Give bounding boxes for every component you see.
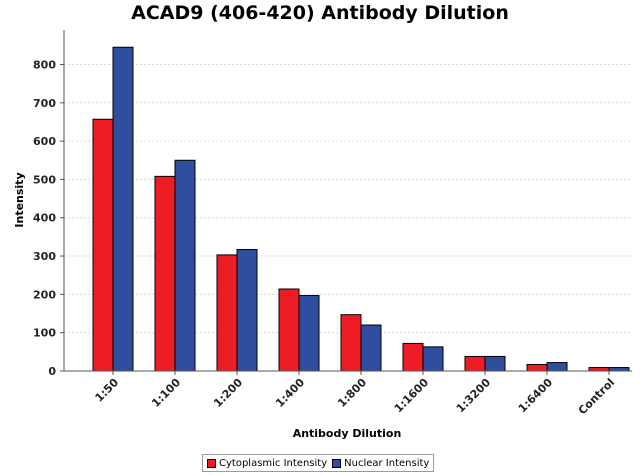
legend-item-nuclear: Nuclear Intensity bbox=[332, 458, 429, 469]
bar-nuclear bbox=[298, 295, 320, 372]
chart-title: ACAD9 (406-420) Antibody Dilution bbox=[131, 2, 509, 24]
y-tick-label: 0 bbox=[48, 365, 56, 378]
legend-swatch-nuclear bbox=[332, 458, 342, 468]
bar-cytoplasmic bbox=[340, 314, 362, 372]
x-tick-label: 1:100 bbox=[149, 376, 183, 410]
bar-nuclear bbox=[112, 46, 134, 372]
y-tick-label: 200 bbox=[33, 288, 56, 301]
bars bbox=[92, 46, 630, 372]
bar-nuclear bbox=[174, 159, 196, 372]
bar-nuclear bbox=[236, 249, 258, 372]
bar-nuclear bbox=[422, 346, 444, 372]
plot-area: 0 100 200 300 400 500 600 700 800 1:50 1:100 1:200 1… bbox=[13, 30, 632, 440]
x-tick-label: 1:6400 bbox=[516, 376, 556, 416]
bar-cytoplasmic bbox=[154, 175, 176, 372]
bar-nuclear bbox=[484, 355, 506, 372]
bar-cytoplasmic bbox=[588, 367, 610, 372]
x-tick-label: 1:200 bbox=[211, 376, 245, 410]
legend-item-cytoplasmic: Cytoplasmic Intensity bbox=[207, 458, 327, 469]
y-tick-label: 700 bbox=[33, 97, 56, 110]
bar-nuclear bbox=[608, 367, 630, 372]
legend-label-nuclear: Nuclear Intensity bbox=[344, 457, 430, 469]
x-tick-label: 1:800 bbox=[335, 376, 369, 410]
bar-cytoplasmic bbox=[464, 355, 486, 372]
x-tick-label: 1:1600 bbox=[392, 376, 432, 416]
bar-cytoplasmic bbox=[92, 118, 114, 372]
x-tick-label: Control bbox=[576, 376, 617, 417]
bar-cytoplasmic bbox=[278, 288, 300, 372]
y-tick-label: 400 bbox=[33, 212, 56, 225]
x-tick-label: 1:3200 bbox=[454, 376, 494, 416]
y-tick-label: 600 bbox=[33, 135, 56, 148]
y-tick-label: 300 bbox=[33, 250, 56, 263]
bar-nuclear bbox=[360, 324, 382, 372]
y-tick-label: 800 bbox=[33, 58, 56, 71]
bar-cytoplasmic bbox=[526, 363, 548, 372]
x-axis-title: Antibody Dilution bbox=[293, 427, 402, 440]
bar-nuclear bbox=[546, 362, 568, 372]
y-tick-label: 500 bbox=[33, 173, 56, 186]
x-tick-label: 1:400 bbox=[273, 376, 307, 410]
legend: Cytoplasmic Intensity Nuclear Intensity bbox=[202, 454, 435, 472]
grid-lines bbox=[64, 63, 632, 334]
y-axis-title: Intensity bbox=[13, 172, 26, 227]
bar-cytoplasmic bbox=[402, 342, 424, 372]
x-tick-label: 1:50 bbox=[93, 376, 122, 405]
y-tick-label: 100 bbox=[33, 327, 56, 340]
legend-swatch-cytoplasmic bbox=[207, 458, 216, 468]
legend-label-cytoplasmic: Cytoplasmic Intensity bbox=[219, 457, 328, 469]
bar-cytoplasmic bbox=[216, 254, 238, 372]
